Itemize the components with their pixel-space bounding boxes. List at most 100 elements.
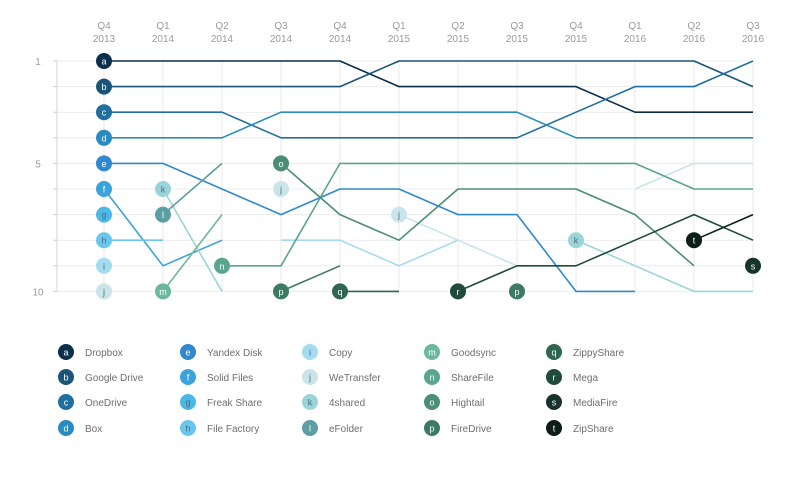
legend-marker: m (424, 344, 440, 360)
series-line-e (104, 162, 635, 293)
series-line-t (693, 213, 754, 241)
series-marker-q: q (332, 283, 348, 300)
marker-circle (180, 394, 196, 410)
marker-letter: b (63, 373, 68, 383)
x-tick-label: Q2 (215, 21, 229, 32)
legend-marker: p (424, 420, 440, 436)
marker-circle (58, 420, 74, 436)
series-marker-i: i (96, 257, 112, 274)
legend-item-c: c OneDrive (58, 394, 128, 410)
marker-letter: a (63, 348, 68, 358)
marker-letter: i (103, 261, 105, 271)
marker-circle (424, 420, 440, 436)
marker-circle (96, 155, 112, 172)
marker-circle (302, 344, 318, 360)
marker-circle (96, 257, 112, 274)
legend-marker: o (424, 394, 440, 410)
legend-item-l: l eFolder (302, 420, 364, 436)
legend-label: Dropbox (85, 348, 123, 359)
legend-item-k: k 4shared (302, 394, 365, 410)
legend-item-b: b Google Drive (58, 369, 144, 385)
y-tick-label: 10 (32, 287, 44, 298)
marker-letter: c (102, 108, 107, 118)
series-marker-o: o (273, 155, 289, 172)
marker-letter: o (278, 159, 283, 169)
legend-marker: b (58, 369, 74, 385)
legend-item-g: g Freak Share (180, 394, 262, 410)
series-marker-d: d (96, 129, 112, 146)
y-tick-label: 1 (35, 57, 41, 68)
x-tick-label: Q2 (687, 21, 701, 32)
marker-letter: j (397, 210, 400, 220)
series-line-c (104, 60, 754, 139)
marker-letter: k (308, 398, 313, 408)
legend-marker: q (546, 344, 562, 360)
marker-letter: t (693, 236, 696, 246)
marker-letter: g (101, 210, 106, 220)
x-tick-label: Q4 (569, 21, 583, 32)
series-marker-p: p (509, 283, 525, 300)
legend-label: ShareFile (451, 373, 494, 384)
legend-label: eFolder (329, 424, 364, 435)
marker-letter: g (185, 398, 190, 408)
marker-circle (96, 181, 112, 197)
series-line-n (222, 162, 753, 267)
legend-marker: s (546, 394, 562, 410)
x-tick-label: 2015 (447, 34, 470, 45)
legend-item-m: m Goodsync (424, 344, 496, 360)
marker-letter: l (309, 424, 311, 434)
legend-marker: d (58, 420, 74, 436)
legend-marker: e (180, 344, 196, 360)
marker-letter: j (279, 185, 282, 195)
grid (57, 60, 754, 292)
marker-circle (686, 232, 702, 249)
legend-item-h: h File Factory (180, 420, 259, 436)
marker-circle (180, 369, 196, 385)
legend-marker: l (302, 420, 318, 436)
legend: a Dropbox b Google Drive c OneDrive d Box e Yande… (58, 344, 625, 436)
marker-letter: m (159, 287, 167, 297)
x-tick-label: 2016 (742, 34, 765, 45)
series-marker-k: k (568, 232, 584, 249)
marker-letter: b (101, 82, 106, 92)
marker-circle (96, 232, 112, 249)
marker-letter: h (185, 424, 190, 434)
marker-letter: h (101, 236, 106, 246)
x-tick-label: 2014 (270, 34, 293, 45)
series-marker-p: p (273, 283, 289, 300)
series-marker-s: s (745, 257, 761, 274)
x-tick-label: 2015 (506, 34, 529, 45)
legend-label: Mega (573, 373, 598, 384)
legend-marker: h (180, 420, 196, 436)
legend-label: Goodsync (451, 348, 496, 359)
legend-label: Solid Files (207, 373, 253, 384)
marker-circle (96, 53, 112, 69)
marker-circle (96, 78, 112, 95)
marker-letter: p (429, 424, 434, 434)
legend-marker: r (546, 369, 562, 385)
legend-item-d: d Box (58, 420, 102, 436)
series-marker-n: n (214, 257, 230, 274)
marker-circle (180, 344, 196, 360)
marker-circle (509, 283, 525, 300)
legend-marker: n (424, 369, 440, 385)
series-line-p (280, 265, 341, 293)
marker-letter: t (553, 424, 556, 434)
x-tick-label: 2014 (152, 34, 175, 45)
marker-letter: n (429, 373, 434, 383)
marker-circle (180, 420, 196, 436)
marker-circle (332, 283, 348, 300)
legend-label: Yandex Disk (207, 348, 263, 359)
legend-label: Box (85, 424, 102, 435)
series-marker-k: k (155, 181, 171, 197)
series-marker-l: l (155, 206, 171, 223)
marker-letter: n (219, 261, 224, 271)
legend-item-e: e Yandex Disk (180, 344, 263, 360)
marker-circle (58, 394, 74, 410)
marker-letter: f (103, 185, 106, 195)
legend-item-s: s MediaFire (546, 394, 618, 410)
series-marker-j: j (273, 181, 289, 197)
marker-circle (273, 283, 289, 300)
x-tick-label: Q2 (451, 21, 465, 32)
x-tick-label: Q4 (97, 21, 111, 32)
